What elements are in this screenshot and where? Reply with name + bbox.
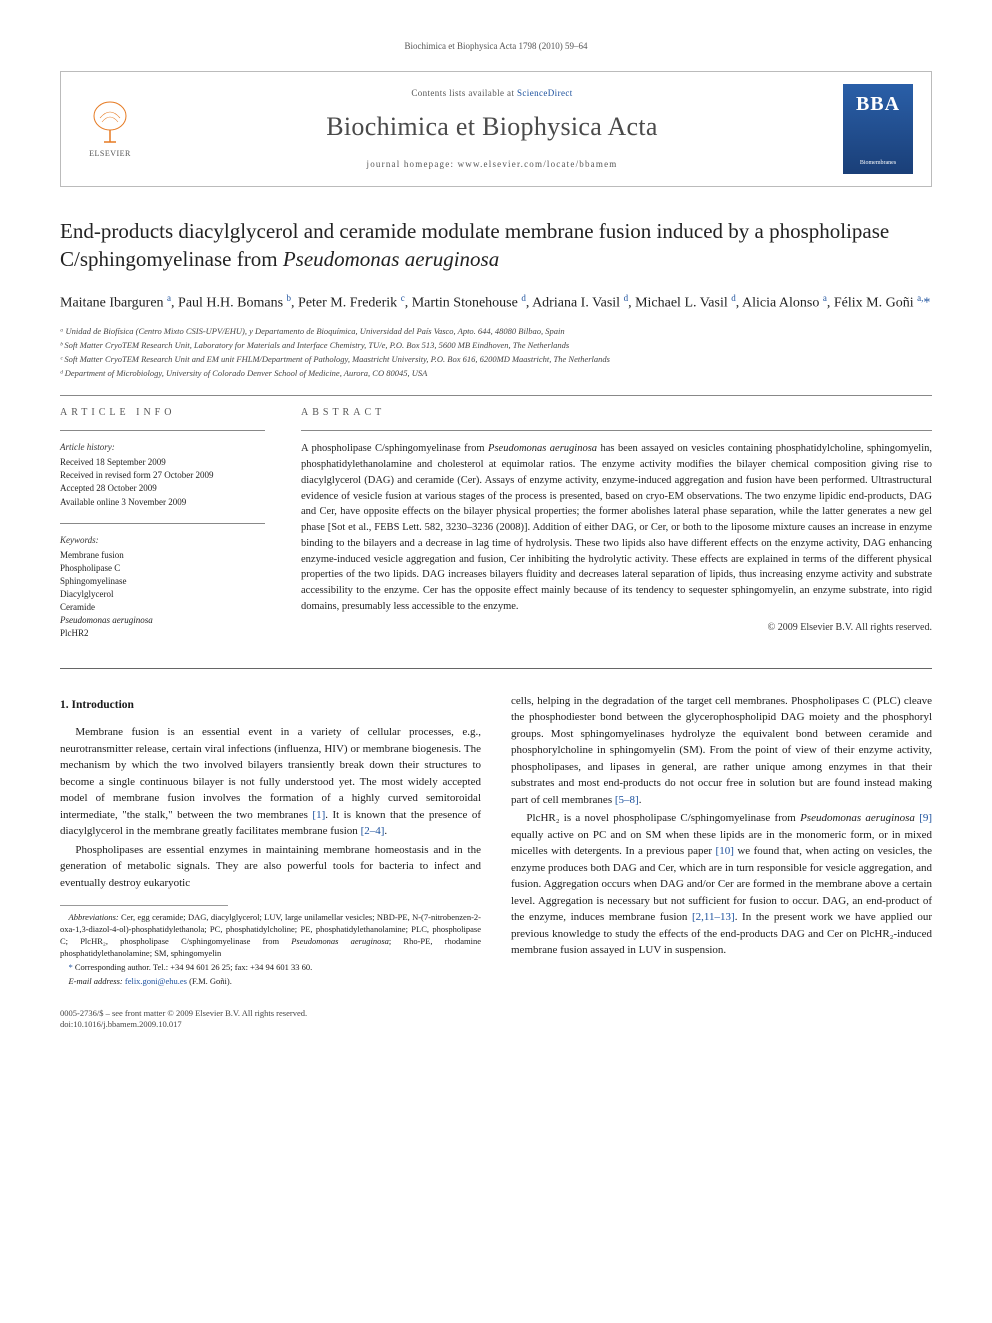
homepage-url[interactable]: www.elsevier.com/locate/bbamem [458, 159, 618, 169]
article-title: End-products diacylglycerol and ceramide… [60, 217, 932, 274]
section-heading-intro: 1. Introduction [60, 697, 481, 714]
divider [60, 430, 265, 431]
bba-label: BBA [847, 90, 909, 118]
journal-header: ELSEVIER Contents lists available at Sci… [60, 71, 932, 187]
bba-sublabel: Biomembranes [847, 159, 909, 167]
abbreviations-footnote: Abbreviations: Cer, egg ceramide; DAG, d… [60, 912, 481, 960]
abstract-head: ABSTRACT [301, 406, 932, 420]
article-info-head: ARTICLE INFO [60, 406, 265, 420]
bba-cover-icon: BBA Biomembranes [843, 84, 913, 174]
body-paragraph: cells, helping in the degradation of the… [511, 693, 932, 809]
elsevier-tree-icon [86, 98, 134, 146]
body-paragraph: Membrane fusion is an essential event in… [60, 724, 481, 840]
divider-thick [60, 668, 932, 669]
history-line: Received 18 September 2009 [60, 456, 265, 469]
divider [60, 523, 265, 524]
keyword-line: Sphingomyelinase [60, 575, 265, 588]
footnotes: Abbreviations: Cer, egg ceramide; DAG, d… [60, 912, 481, 987]
divider [60, 395, 932, 396]
footer-left: 0005-2736/$ – see front matter © 2009 El… [60, 1008, 307, 1032]
keyword-line: Diacylglycerol [60, 588, 265, 601]
keywords-block: Keywords: Membrane fusionPhospholipase C… [60, 534, 265, 640]
body-columns: 1. Introduction Membrane fusion is an es… [60, 693, 932, 988]
doi-line: doi:10.1016/j.bbamem.2009.10.017 [60, 1019, 307, 1031]
elsevier-logo: ELSEVIER [79, 94, 141, 164]
elsevier-label: ELSEVIER [89, 148, 131, 159]
history-label: Article history: [60, 441, 265, 454]
keyword-line: Ceramide [60, 601, 265, 614]
body-paragraph: Phospholipases are essential enzymes in … [60, 842, 481, 892]
author-list: Maitane Ibarguren a, Paul H.H. Bomans b,… [60, 291, 932, 315]
affiliation-line: ᵃ Unidad de Biofísica (Centro Mixto CSIS… [60, 325, 932, 338]
affiliation-line: ᶜ Soft Matter CryoTEM Research Unit and … [60, 353, 932, 366]
history-line: Received in revised form 27 October 2009 [60, 469, 265, 482]
keywords-label: Keywords: [60, 534, 265, 547]
keyword-line: Phospholipase C [60, 562, 265, 575]
keyword-line: Pseudomonas aeruginosa [60, 614, 265, 627]
contents-line: Contents lists available at ScienceDirec… [159, 87, 825, 100]
sciencedirect-link[interactable]: ScienceDirect [517, 88, 573, 98]
contents-prefix: Contents lists available at [411, 88, 517, 98]
front-matter-line: 0005-2736/$ – see front matter © 2009 El… [60, 1008, 307, 1020]
running-head: Biochimica et Biophysica Acta 1798 (2010… [60, 40, 932, 53]
title-species: Pseudomonas aeruginosa [283, 247, 499, 271]
keyword-line: PlcHR2 [60, 627, 265, 640]
footnote-rule [60, 905, 228, 906]
email-footnote: E-mail address: felix.goni@ehu.es (F.M. … [60, 976, 481, 988]
corresponding-author-footnote: * Corresponding author. Tel.: +34 94 601… [60, 962, 481, 974]
affiliation-line: ᵈ Department of Microbiology, University… [60, 367, 932, 380]
history-line: Available online 3 November 2009 [60, 496, 265, 509]
abstract-copyright: © 2009 Elsevier B.V. All rights reserved… [301, 621, 932, 635]
article-history: Article history: Received 18 September 2… [60, 441, 265, 508]
journal-title: Biochimica et Biophysica Acta [159, 109, 825, 145]
homepage-prefix: journal homepage: [367, 159, 458, 169]
abstract-text: A phospholipase C/sphingomyelinase from … [301, 441, 932, 614]
body-paragraph: PlcHR₂ is a novel phospholipase C/sphing… [511, 810, 932, 959]
history-line: Accepted 28 October 2009 [60, 482, 265, 495]
journal-homepage: journal homepage: www.elsevier.com/locat… [159, 158, 825, 171]
abstract-column: ABSTRACT A phospholipase C/sphingomyelin… [301, 406, 932, 654]
keyword-line: Membrane fusion [60, 549, 265, 562]
article-info-column: ARTICLE INFO Article history: Received 1… [60, 406, 265, 654]
divider [301, 430, 932, 431]
affiliations: ᵃ Unidad de Biofísica (Centro Mixto CSIS… [60, 325, 932, 379]
affiliation-line: ᵇ Soft Matter CryoTEM Research Unit, Lab… [60, 339, 932, 352]
page-footer: 0005-2736/$ – see front matter © 2009 El… [60, 1008, 932, 1032]
header-center: Contents lists available at ScienceDirec… [159, 87, 825, 171]
